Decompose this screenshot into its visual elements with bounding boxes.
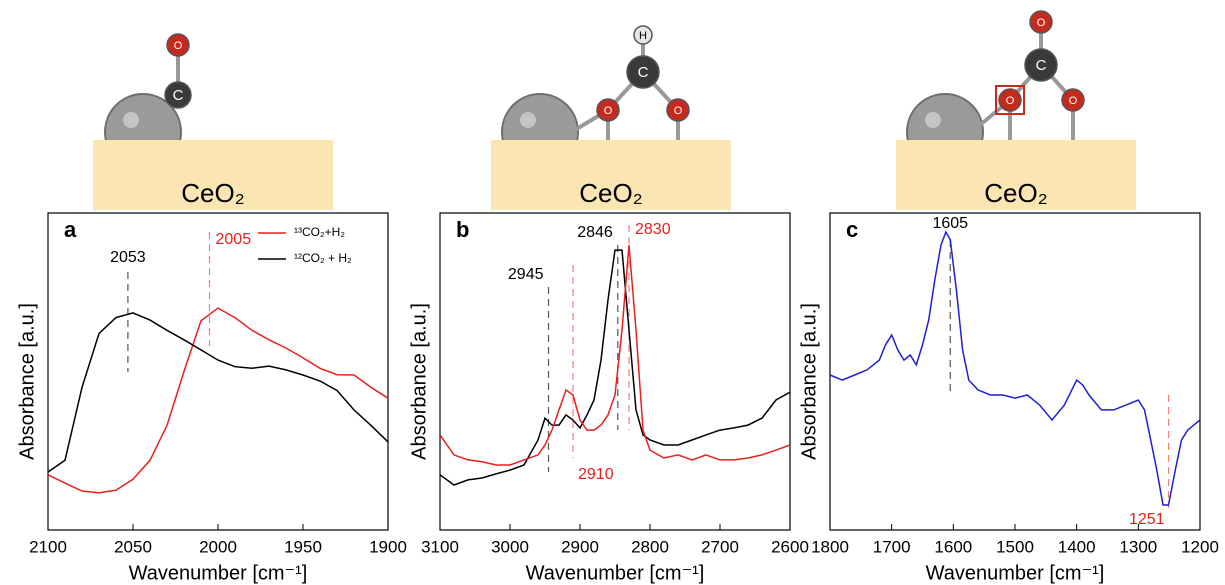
- x-tick-label: 1300: [1119, 537, 1157, 556]
- peak-label: 2945: [508, 266, 544, 283]
- atom: [626, 55, 660, 89]
- x-tick-label: 1950: [284, 537, 322, 556]
- atom-label: O: [1037, 17, 1046, 29]
- plot-frame: [829, 212, 1201, 531]
- plot-frame: [439, 212, 791, 531]
- atom-label: H: [639, 30, 647, 42]
- substrate-label: CeO₂: [984, 178, 1048, 208]
- atom: [666, 98, 690, 122]
- particle-highlight: [925, 112, 941, 128]
- highlight-box: [995, 85, 1025, 115]
- atom: [1024, 48, 1058, 82]
- peak-label: 1605: [932, 215, 968, 232]
- x-tick-label: 3000: [491, 537, 529, 556]
- x-tick-label: 1500: [996, 537, 1034, 556]
- peak-label: 2005: [216, 231, 252, 248]
- peak-label: 2830: [635, 221, 671, 238]
- atom-label: O: [1069, 95, 1078, 107]
- substrate-label: CeO₂: [579, 178, 643, 208]
- atom: [998, 88, 1022, 112]
- atom: [596, 98, 620, 122]
- y-axis-label: Absorbance [a.u.]: [798, 303, 820, 460]
- atom: [164, 81, 192, 109]
- atom-label: O: [674, 105, 683, 117]
- legend-label: ¹²CO₂ + H₂: [294, 251, 352, 265]
- spectrum-line: [47, 312, 389, 473]
- x-tick-label: 1700: [873, 537, 911, 556]
- spectrum-line: [47, 307, 389, 494]
- spectrum-line: [829, 230, 1201, 506]
- x-tick-label: 2600: [771, 537, 809, 556]
- peak-label: 2846: [577, 224, 613, 241]
- x-tick-label: 1200: [1181, 537, 1219, 556]
- x-axis-label: Wavenumber [cm⁻¹]: [526, 562, 705, 584]
- substrate: [491, 140, 731, 210]
- panel-label: b: [456, 217, 469, 242]
- atom-label: O: [1006, 95, 1015, 107]
- x-tick-label: 1800: [811, 537, 849, 556]
- atom: [166, 33, 190, 57]
- atom-label: C: [173, 87, 184, 104]
- y-axis-label: Absorbance [a.u.]: [16, 303, 38, 460]
- peak-label: 2910: [578, 466, 614, 483]
- peak-label: 1251: [1129, 511, 1165, 528]
- panel-label: c: [846, 217, 858, 242]
- x-axis-label: Wavenumber [cm⁻¹]: [129, 562, 308, 584]
- substrate-label: CeO₂: [181, 178, 245, 208]
- y-axis-label: Absorbance [a.u.]: [408, 303, 430, 460]
- substrate: [896, 140, 1136, 210]
- atom: [1061, 88, 1085, 112]
- x-tick-label: 1400: [1058, 537, 1096, 556]
- particle-highlight: [520, 112, 536, 128]
- atom-label: O: [174, 40, 183, 52]
- panel-label: a: [64, 217, 77, 242]
- particle-highlight: [123, 112, 139, 128]
- spectrum-line: [439, 249, 791, 486]
- x-tick-label: 2700: [701, 537, 739, 556]
- x-tick-label: 1900: [369, 537, 407, 556]
- x-tick-label: 2000: [199, 537, 237, 556]
- x-tick-label: 2800: [631, 537, 669, 556]
- x-tick-label: 2050: [114, 537, 152, 556]
- legend-label: ¹³CO₂+H₂: [294, 225, 345, 239]
- atom-label: O: [604, 105, 613, 117]
- atom: [633, 25, 653, 45]
- atom-label: C: [638, 64, 649, 81]
- x-tick-label: 1600: [934, 537, 972, 556]
- x-tick-label: 2900: [561, 537, 599, 556]
- atom: [1029, 10, 1053, 34]
- peak-label: 2053: [110, 249, 146, 266]
- x-tick-label: 2100: [29, 537, 67, 556]
- spectrum-line: [439, 244, 791, 466]
- atom-label: C: [1036, 57, 1047, 74]
- x-axis-label: Wavenumber [cm⁻¹]: [926, 562, 1105, 584]
- substrate: [93, 140, 333, 210]
- x-tick-label: 3100: [421, 537, 459, 556]
